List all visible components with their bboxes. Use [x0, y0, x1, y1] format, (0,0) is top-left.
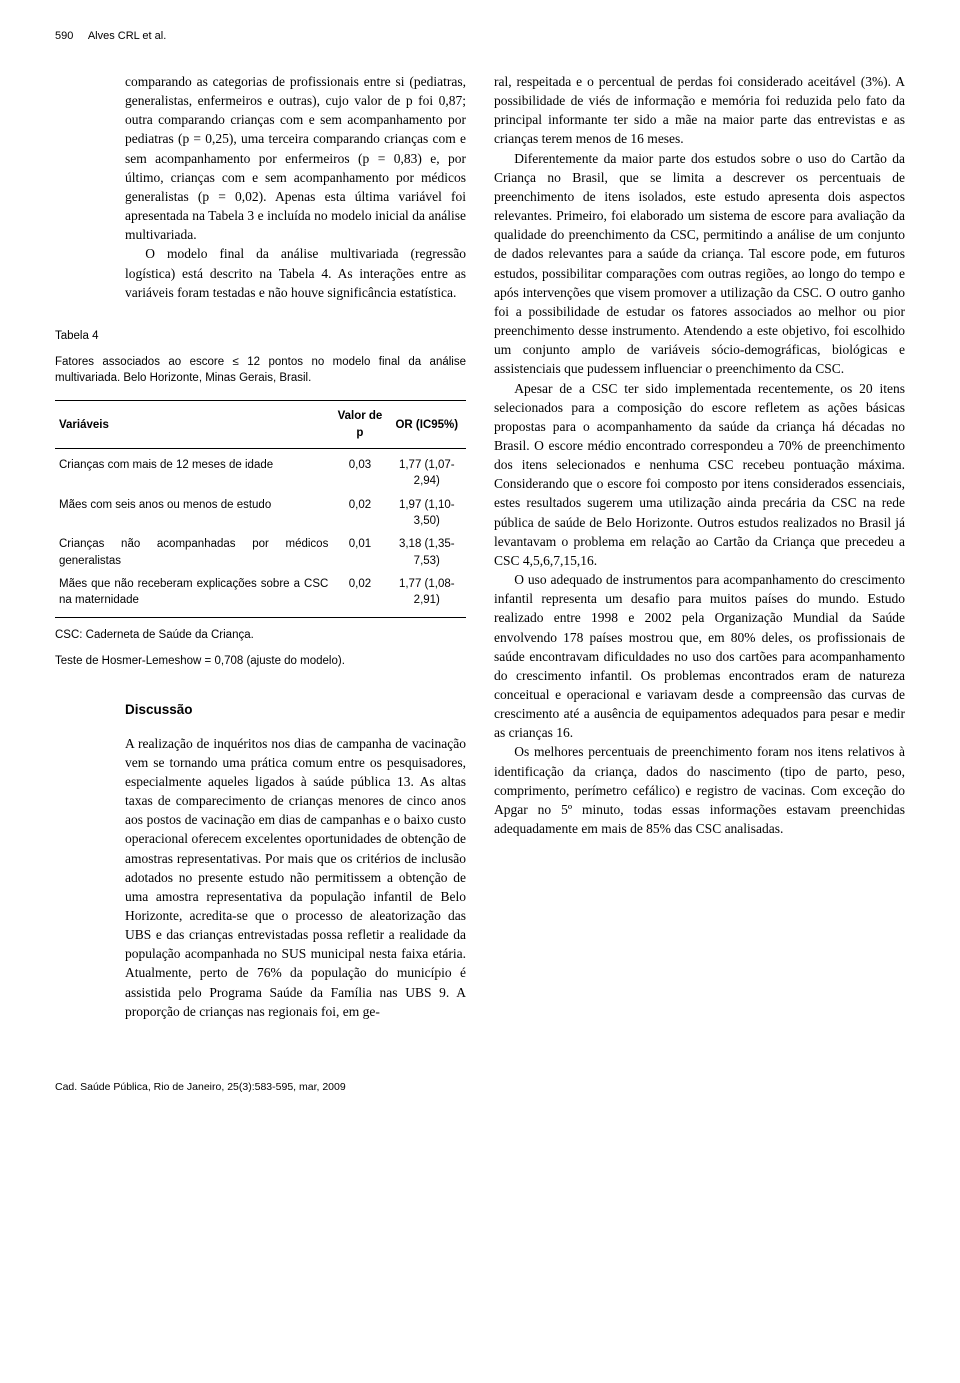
discussion-heading: Discussão: [125, 700, 466, 719]
table-cell: 1,77 (1,08-2,91): [388, 573, 466, 618]
two-column-layout: comparando as categorias de profissionai…: [55, 72, 905, 1021]
left-column: comparando as categorias de profissionai…: [55, 72, 466, 1021]
table-4-label: Tabela 4: [55, 328, 466, 344]
table-4: Variáveis Valor de p OR (IC95%) Crianças…: [55, 400, 466, 617]
discussion-para: A realização de inquéritos nos dias de c…: [125, 734, 466, 1021]
table-cell: Mães com seis anos ou menos de estudo: [55, 493, 332, 533]
table-cell: 0,02: [332, 573, 387, 618]
table-4-col-1: Valor de p: [332, 401, 387, 449]
header-authors: Alves CRL et al.: [88, 30, 166, 42]
table-row: Mães que não receberam explicações sobre…: [55, 573, 466, 618]
footer-citation: Cad. Saúde Pública, Rio de Janeiro, 25(3…: [55, 1081, 346, 1093]
table-4-col-0: Variáveis: [55, 401, 332, 449]
table-4-block: Tabela 4 Fatores associados ao escore ≤ …: [55, 328, 466, 671]
table-cell: Crianças com mais de 12 meses de idade: [55, 449, 332, 494]
right-para-3: Apesar de a CSC ter sido implementada re…: [494, 379, 905, 571]
table-cell: 3,18 (1,35-7,53): [388, 533, 466, 573]
table-4-footnote-2: Teste de Hosmer-Lemeshow = 0,708 (ajuste…: [55, 652, 466, 670]
right-column: ral, respeitada e o percentual de perdas…: [494, 72, 905, 1021]
right-para-2: Diferentemente da maior parte dos estudo…: [494, 149, 905, 379]
left-para-1: comparando as categorias de profissionai…: [125, 72, 466, 244]
table-row: Crianças não acompanhadas por médicos ge…: [55, 533, 466, 573]
page-header: 590 Alves CRL et al.: [55, 30, 905, 42]
table-4-footnote-1: CSC: Caderneta de Saúde da Criança.: [55, 626, 466, 644]
table-cell: Mães que não receberam explicações sobre…: [55, 573, 332, 618]
table-4-caption: Fatores associados ao escore ≤ 12 pontos…: [55, 354, 466, 386]
left-para-2: O modelo final da análise multivariada (…: [125, 244, 466, 301]
table-cell: 1,97 (1,10-3,50): [388, 493, 466, 533]
table-cell: Crianças não acompanhadas por médicos ge…: [55, 533, 332, 573]
table-4-col-2: OR (IC95%): [388, 401, 466, 449]
page-number: 590: [55, 30, 73, 42]
page-footer: Cad. Saúde Pública, Rio de Janeiro, 25(3…: [55, 1081, 905, 1093]
table-row: Crianças com mais de 12 meses de idade 0…: [55, 449, 466, 494]
table-cell: 0,01: [332, 533, 387, 573]
table-cell: 0,03: [332, 449, 387, 494]
table-row: Mães com seis anos ou menos de estudo 0,…: [55, 493, 466, 533]
right-para-1: ral, respeitada e o percentual de perdas…: [494, 72, 905, 149]
table-cell: 1,77 (1,07-2,94): [388, 449, 466, 494]
right-para-4: O uso adequado de instrumentos para acom…: [494, 570, 905, 742]
right-para-5: Os melhores percentuais de preenchimento…: [494, 742, 905, 838]
table-cell: 0,02: [332, 493, 387, 533]
